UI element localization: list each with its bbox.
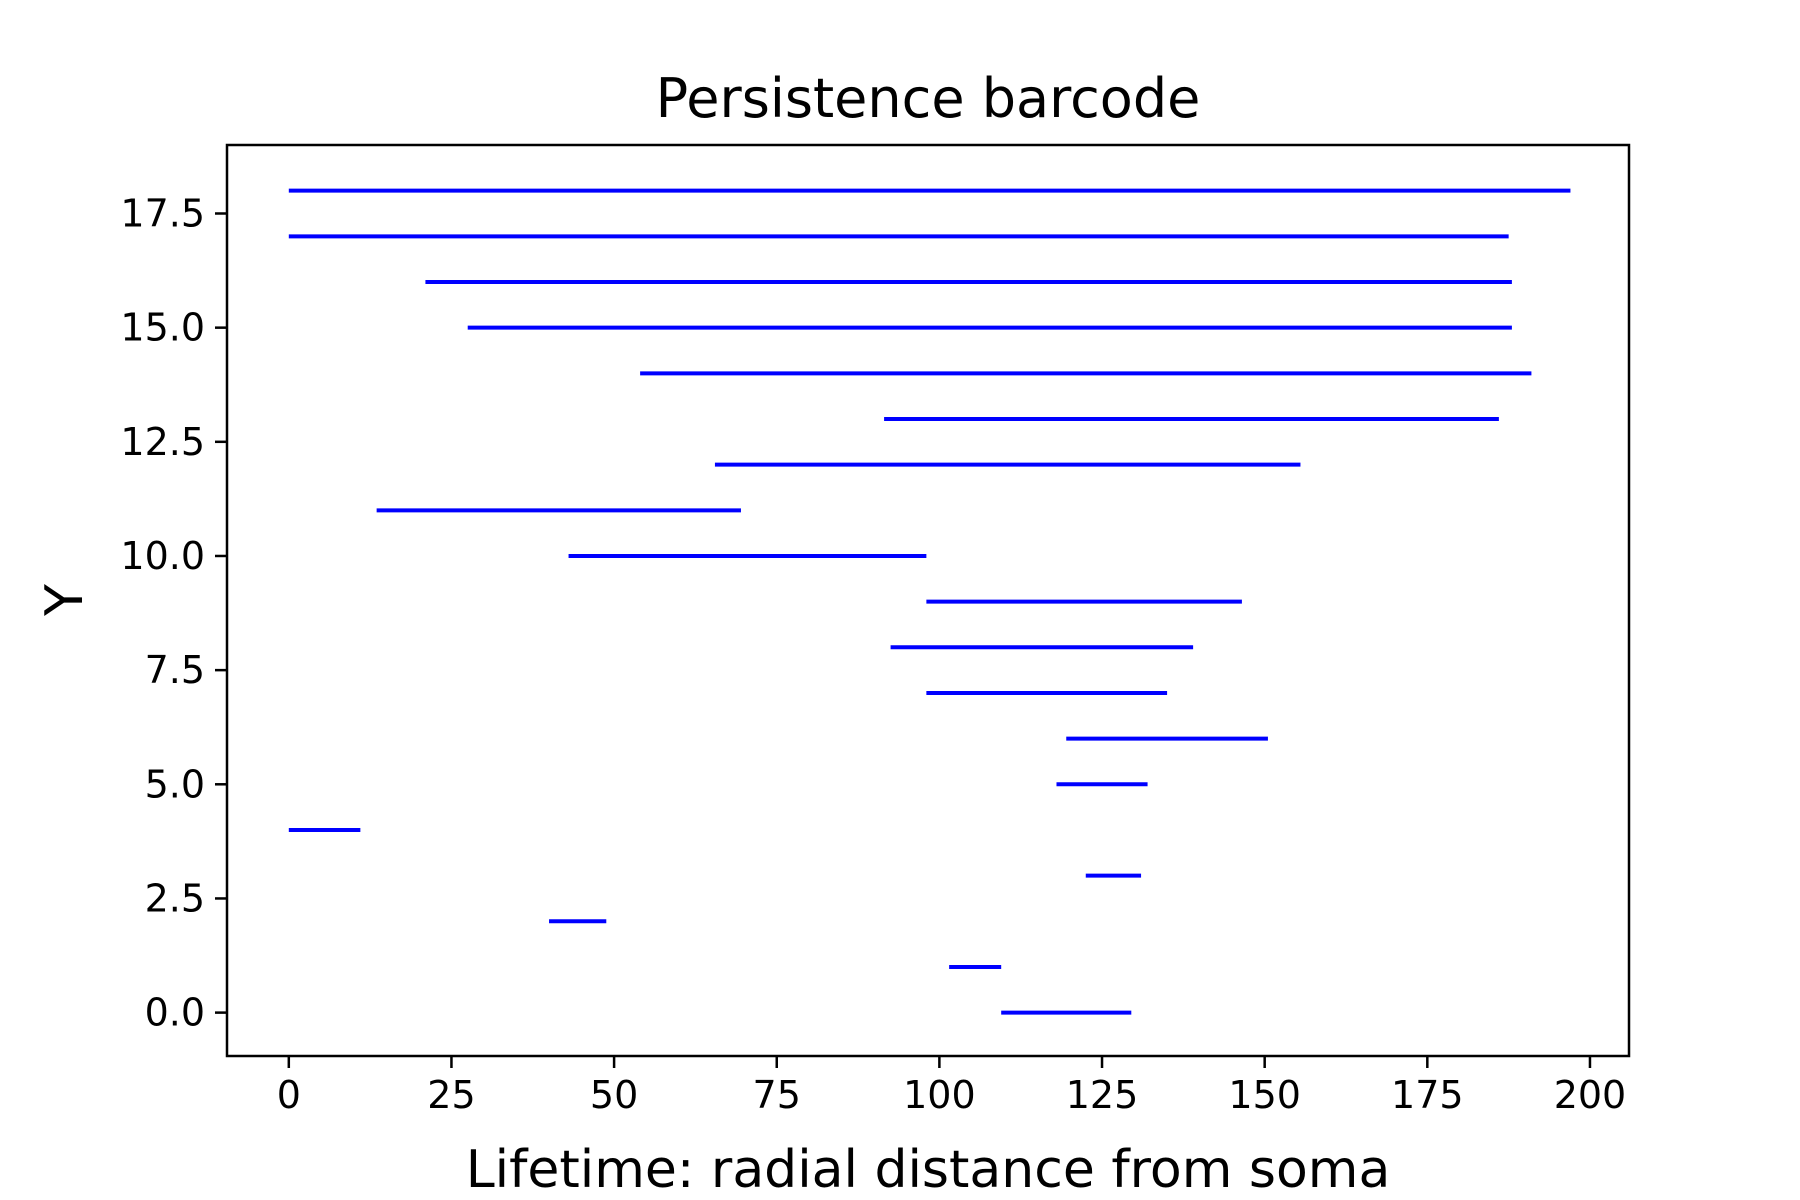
y-tick-label: 7.5	[145, 648, 205, 692]
x-tick-label: 125	[1066, 1073, 1139, 1117]
x-tick-label: 0	[277, 1073, 301, 1117]
y-tick-label: 15.0	[120, 306, 205, 350]
x-tick-label: 25	[427, 1073, 475, 1117]
x-tick-label: 75	[753, 1073, 801, 1117]
x-tick-label: 50	[590, 1073, 638, 1117]
plot-frame	[225, 143, 1631, 1058]
barcode-bars	[288, 188, 1571, 1015]
x-tick-label: 200	[1554, 1073, 1627, 1117]
x-axis-label: Lifetime: radial distance from soma	[466, 1140, 1391, 1200]
y-tick-label: 2.5	[145, 876, 205, 920]
y-tick-label: 12.5	[120, 420, 205, 464]
y-axis-label: Y	[35, 584, 95, 617]
x-tick-label: 175	[1391, 1073, 1464, 1117]
y-tick-label: 10.0	[120, 534, 205, 578]
chart-title: Persistence barcode	[656, 67, 1201, 130]
x-axis-ticks: 0 25 50 75 100 125 150 175 200	[277, 1056, 1627, 1117]
y-tick-label: 5.0	[145, 762, 205, 806]
x-tick-label: 150	[1228, 1073, 1301, 1117]
y-tick-label: 17.5	[120, 191, 205, 235]
y-axis-ticks: 0.0 2.5 5.0 7.5 10.0 12.5 15.0 17.5	[120, 191, 227, 1035]
y-tick-label: 0.0	[145, 991, 205, 1035]
x-tick-label: 100	[903, 1073, 976, 1117]
